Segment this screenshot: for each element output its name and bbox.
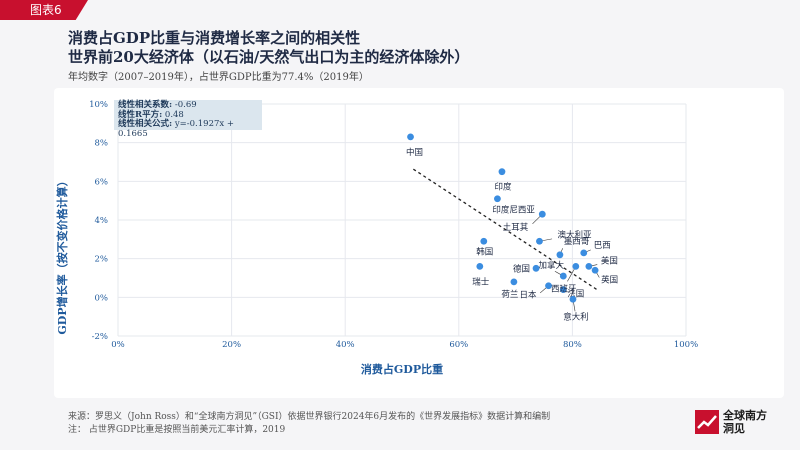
data-point [494, 195, 501, 203]
data-point [556, 251, 564, 259]
data-point [536, 237, 543, 245]
formula-value: y=-0.1927x + 0.1665 [118, 119, 234, 139]
point-label: 英国 [601, 274, 618, 285]
point-label: 土耳其 [503, 222, 529, 233]
y-tick-label: -2% [92, 332, 108, 342]
data-point [480, 237, 488, 245]
r2-value: 0.48 [164, 109, 184, 120]
chart-title-line2: 世界前20大经济体（以石油/天然气出口为主的经济体除外） [68, 48, 470, 66]
data-point [572, 263, 580, 270]
y-tick-label: 8% [95, 139, 109, 149]
x-tick-label: 60% [449, 340, 468, 350]
point-label: 墨西哥 [564, 237, 590, 247]
data-point [476, 263, 484, 270]
regression-stats-box: 线性相关系数: -0.69 线性R平方: 0.48 线性相关公式: y=-0.1… [114, 100, 262, 138]
r2-label: 线性R平方: [118, 109, 163, 120]
data-point [407, 133, 414, 141]
x-tick-label: 0% [111, 340, 125, 350]
gsi-logo: 全球南方 洞见 [695, 408, 785, 438]
point-label: 法国 [567, 289, 584, 300]
y-tick-label: 6% [95, 177, 109, 187]
y-tick-label: 2% [95, 255, 109, 265]
x-tick-label: 40% [336, 340, 355, 350]
chart-panel [54, 88, 784, 398]
point-label: 加拿大 [539, 260, 565, 271]
point-label: 德国 [513, 263, 530, 274]
x-tick-label: 20% [222, 340, 241, 350]
point-label: 印度 [494, 182, 512, 193]
point-label: 美国 [601, 255, 618, 266]
formula-label: 线性相关公式: [118, 119, 173, 129]
logo-text: 全球南方 洞见 [723, 409, 767, 435]
x-tick-label: 80% [563, 340, 582, 350]
point-label: 巴西 [594, 241, 611, 251]
y-axis-label: GDP增长率（按不变价格计算） [56, 175, 69, 335]
logo-mark-icon [695, 410, 719, 434]
correlation-value: -0.69 [174, 100, 197, 110]
point-label: 荷兰 [501, 289, 518, 300]
y-tick-label: 10% [89, 100, 108, 110]
y-tick-label: 0% [95, 293, 109, 303]
logo-line2: 洞见 [723, 422, 745, 435]
y-tick-label: 4% [95, 216, 109, 226]
data-point [559, 286, 567, 293]
data-point [591, 266, 599, 274]
data-point [532, 264, 540, 272]
data-point [538, 210, 546, 218]
correlation-label: 线性相关系数: [118, 100, 173, 110]
data-point [580, 249, 588, 257]
data-point [559, 272, 567, 280]
point-label: 韩国 [476, 246, 493, 257]
point-label: 瑞士 [472, 276, 490, 287]
data-point [585, 263, 593, 270]
source-note: 来源：罗思义（John Ross）和“全球南方洞见”（GSI）依据世界银行202… [68, 412, 551, 422]
chart-title-line1: 消费占GDP比重与消费增长率之间的相关性 [68, 29, 361, 47]
x-tick-label: 100% [674, 340, 698, 350]
point-label: 印度尼西亚 [492, 205, 535, 216]
point-label: 日本 [520, 290, 538, 301]
data-point [569, 295, 577, 303]
data-point [510, 278, 518, 286]
footnote: 注： 占世界GDP比重是按照当前美元汇率计算，2019 [68, 425, 286, 435]
x-axis-label: 消费占GDP比重 [360, 363, 444, 376]
figure-tag: 图表6 [0, 0, 88, 20]
data-point [545, 282, 552, 290]
chart-subtitle: 年均数字（2007–2019年），占世界GDP比重为77.4%（2019年） [68, 72, 369, 83]
logo-line1: 全球南方 [723, 409, 767, 422]
point-label: 西班牙 [551, 283, 577, 294]
point-label: 意大利 [563, 311, 589, 322]
point-label: 澳大利亚 [557, 229, 592, 240]
data-point [498, 168, 506, 176]
point-label: 中国 [406, 147, 423, 158]
trend-line [413, 168, 599, 291]
